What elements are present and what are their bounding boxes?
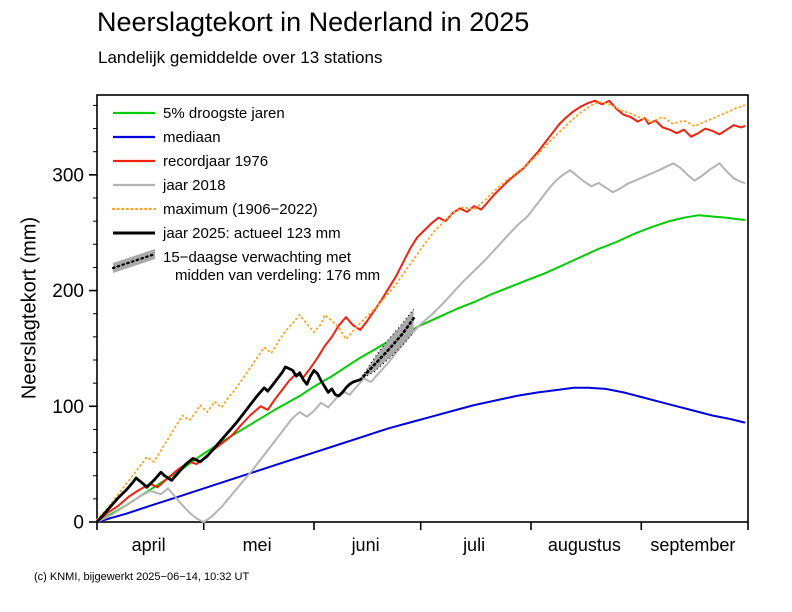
page-title: Neerslagtekort in Nederland in 2025 <box>97 7 530 37</box>
page-subtitle: Landelijk gemiddelde over 13 stations <box>98 48 383 67</box>
legend-label: jaar 2025: actueel 123 mm <box>162 225 341 242</box>
series-jaar-2025-actueel-123-mm <box>95 365 362 524</box>
forecast-band <box>360 309 414 380</box>
series-jaar-2018 <box>96 162 746 523</box>
y-axis-title: Neerslagtekort (mm) <box>18 216 41 400</box>
series-5-droogste-jaren <box>96 214 746 523</box>
legend-label-line2: midden van verdeling: 176 mm <box>175 267 380 284</box>
legend-band-median-line <box>111 252 157 270</box>
y-tick-label: 200 <box>52 281 84 302</box>
legend-label: jaar 2018 <box>162 177 226 194</box>
legend-label: mediaan <box>163 129 221 146</box>
copyright-footer: (c) KNMI, bijgewerkt 2025−06−14, 10:32 U… <box>34 571 250 583</box>
x-month-label: mei <box>243 535 272 555</box>
plot-frame <box>96 94 749 523</box>
series-maximum-1906-2022 <box>96 101 746 521</box>
forecast-band-upper-edge <box>359 308 415 381</box>
forecast-median-line <box>358 316 415 382</box>
y-tick-label: 0 <box>73 513 84 534</box>
legend-label: maximum (1906−2022) <box>163 201 318 218</box>
x-month-label: september <box>650 535 735 555</box>
x-month-label: augustus <box>548 535 621 555</box>
forecast-band-lower-edge <box>359 331 415 381</box>
x-month-label: april <box>132 535 166 555</box>
legend-label: 15−daagse verwachting met <box>163 249 352 266</box>
legend-label: 5% droogste jaren <box>163 105 285 122</box>
series-recordjaar-1976 <box>96 99 746 523</box>
x-month-label: juli <box>462 535 485 555</box>
y-tick-label: 100 <box>52 397 84 418</box>
series-mediaan <box>96 386 746 523</box>
y-tick-label: 300 <box>52 165 84 186</box>
x-month-label: juni <box>351 535 380 555</box>
legend-label: recordjaar 1976 <box>163 153 268 170</box>
